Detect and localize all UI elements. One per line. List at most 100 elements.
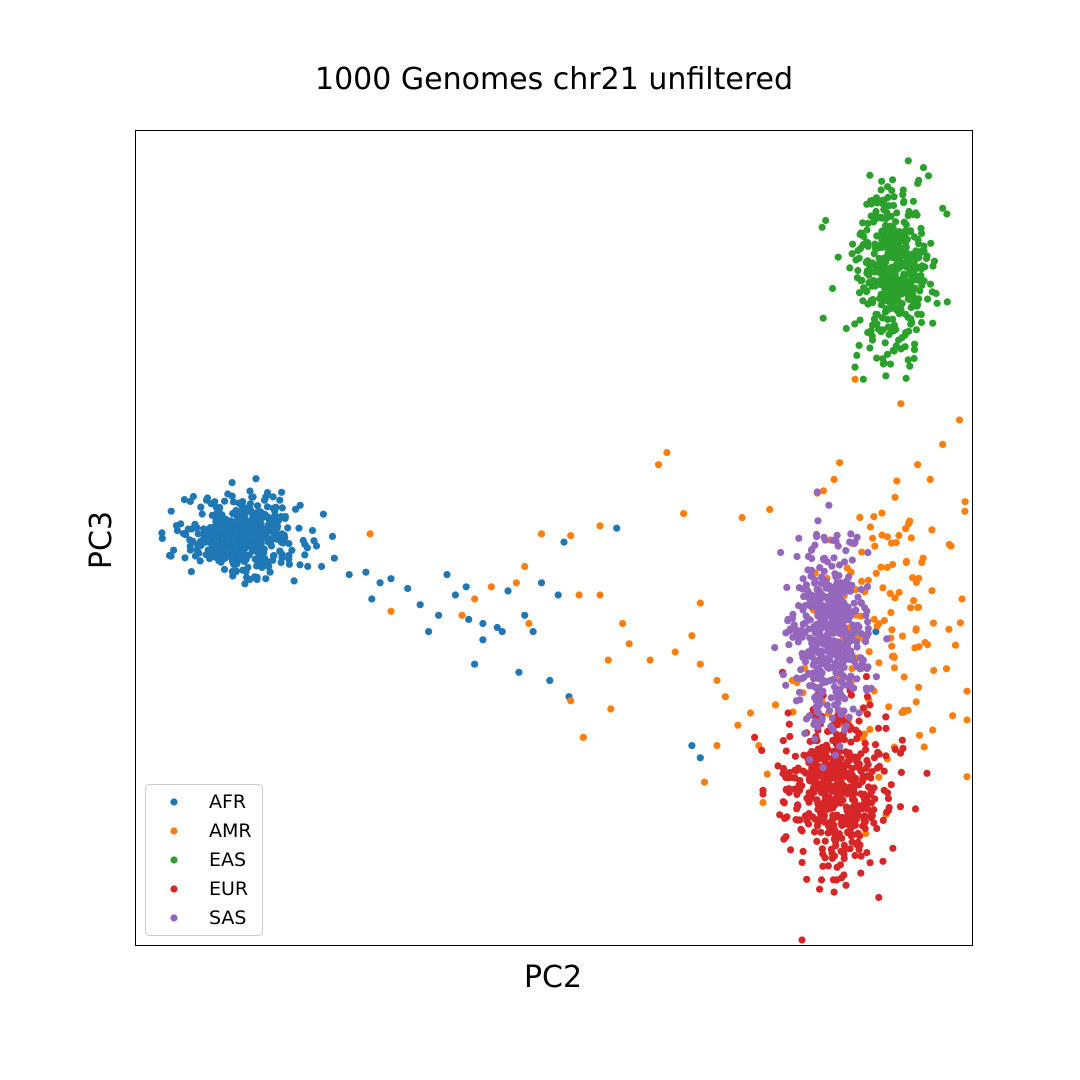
data-point (891, 745, 899, 754)
data-point (834, 253, 842, 261)
data-point (817, 717, 826, 725)
data-point (875, 620, 883, 628)
data-point (874, 748, 882, 756)
data-point (884, 794, 893, 803)
data-point (465, 615, 473, 624)
data-point (907, 604, 915, 612)
data-point (837, 670, 845, 678)
data-point (783, 813, 791, 821)
data-point (257, 520, 265, 528)
data-point (823, 558, 832, 566)
data-point (266, 568, 274, 576)
data-point (886, 589, 894, 598)
data-point (271, 507, 279, 515)
data-point (813, 837, 821, 846)
data-point (278, 504, 286, 512)
data-point (795, 632, 804, 640)
data-point (850, 790, 858, 798)
data-point (746, 709, 755, 717)
data-point (956, 619, 965, 627)
data-point (815, 683, 823, 692)
data-point (789, 610, 797, 619)
chart-title: 1000 Genomes chr21 unfiltered (315, 62, 793, 97)
data-point (849, 705, 857, 713)
data-point (801, 768, 809, 777)
data-point (817, 828, 825, 836)
data-point (215, 517, 223, 525)
data-point (864, 219, 872, 228)
data-point (891, 247, 900, 255)
data-point (847, 530, 855, 538)
data-point (245, 534, 253, 542)
data-point (521, 611, 529, 619)
data-point (604, 656, 612, 664)
data-point (811, 579, 819, 587)
data-point (902, 243, 910, 251)
data-point (278, 550, 286, 558)
data-point (284, 524, 292, 532)
data-point (786, 732, 794, 741)
data-point (277, 558, 285, 567)
data-point (546, 676, 554, 685)
data-point (863, 693, 872, 701)
data-point (209, 549, 217, 557)
data-point (821, 613, 829, 621)
data-point (225, 533, 233, 541)
data-point (830, 616, 838, 625)
data-point (822, 216, 830, 225)
data-point (721, 693, 730, 701)
data-point (840, 587, 848, 595)
data-point (812, 657, 820, 665)
data-point (814, 589, 823, 597)
data-point (842, 602, 850, 610)
data-point (912, 625, 920, 633)
data-point (814, 805, 822, 814)
data-point (958, 595, 966, 603)
data-point (567, 697, 575, 705)
data-point (922, 254, 931, 262)
data-point (858, 548, 866, 556)
data-point (845, 573, 853, 581)
data-point (265, 520, 273, 528)
data-point (895, 283, 903, 291)
data-point (930, 666, 938, 675)
data-point (857, 852, 865, 860)
data-point (779, 737, 787, 745)
data-point (917, 224, 925, 232)
data-point (855, 709, 863, 717)
data-point (798, 827, 806, 835)
data-point (886, 222, 894, 230)
data-point (855, 760, 864, 768)
data-point (663, 448, 671, 457)
data-point (943, 298, 951, 306)
data-point (864, 630, 872, 638)
data-point (943, 210, 951, 218)
data-point (713, 742, 721, 750)
data-point (221, 497, 229, 505)
data-point (241, 580, 249, 588)
legend-label-afr: AFR (209, 791, 246, 813)
data-point (836, 742, 844, 751)
data-point (901, 231, 909, 239)
data-point (882, 289, 890, 297)
data-point (812, 530, 821, 539)
data-point (915, 683, 923, 691)
data-point (258, 563, 266, 572)
data-point (625, 640, 633, 648)
data-point (841, 784, 849, 792)
data-point (471, 595, 479, 603)
data-point (854, 266, 862, 275)
data-point (261, 555, 269, 563)
data-point (906, 362, 914, 370)
data-point (864, 259, 872, 267)
data-point (250, 546, 258, 554)
data-point (914, 603, 922, 612)
data-point (312, 542, 321, 550)
data-point (859, 656, 867, 664)
data-point (579, 733, 587, 742)
data-point (862, 612, 870, 620)
data-point (885, 703, 893, 711)
data-point (882, 305, 890, 313)
data-point (888, 253, 897, 262)
data-point (816, 780, 824, 789)
